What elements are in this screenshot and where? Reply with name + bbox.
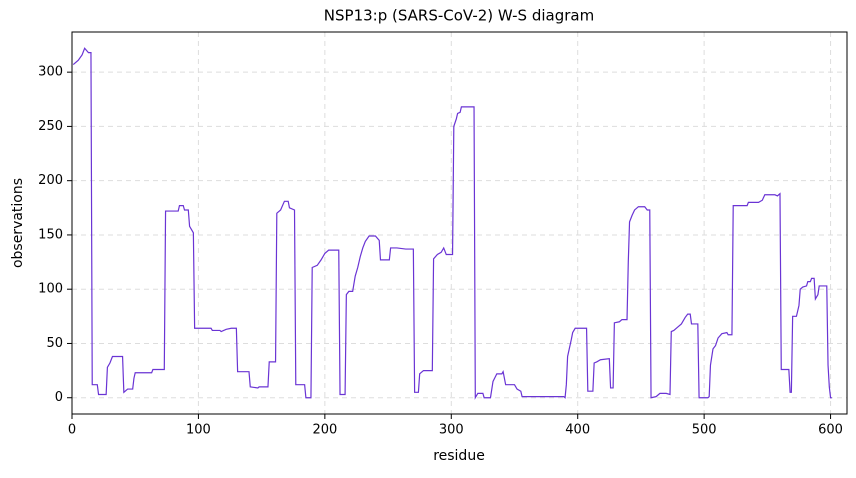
x-tick-label: 300 [439,423,464,438]
y-tick-label: 100 [38,282,63,297]
y-tick-label: 200 [38,173,63,188]
y-axis-label: observations [10,178,26,268]
plot-frame [71,31,848,415]
y-tick-label: 150 [38,227,63,242]
chart-title: NSP13:p (SARS-CoV-2) W-S diagram [324,7,594,25]
x-tick-label: 200 [312,423,337,438]
y-tick-label: 50 [46,336,63,351]
y-tick-label: 300 [38,65,63,80]
x-axis-label: residue [433,448,485,464]
y-tick-label: 0 [55,390,63,405]
data-line [72,47,832,400]
x-tick-label: 100 [186,423,211,438]
x-tick-label: 600 [818,423,843,438]
x-tick-label: 400 [565,423,590,438]
y-tick-label: 250 [38,119,63,134]
x-tick-label: 0 [68,423,76,438]
x-tick-label: 500 [692,423,717,438]
